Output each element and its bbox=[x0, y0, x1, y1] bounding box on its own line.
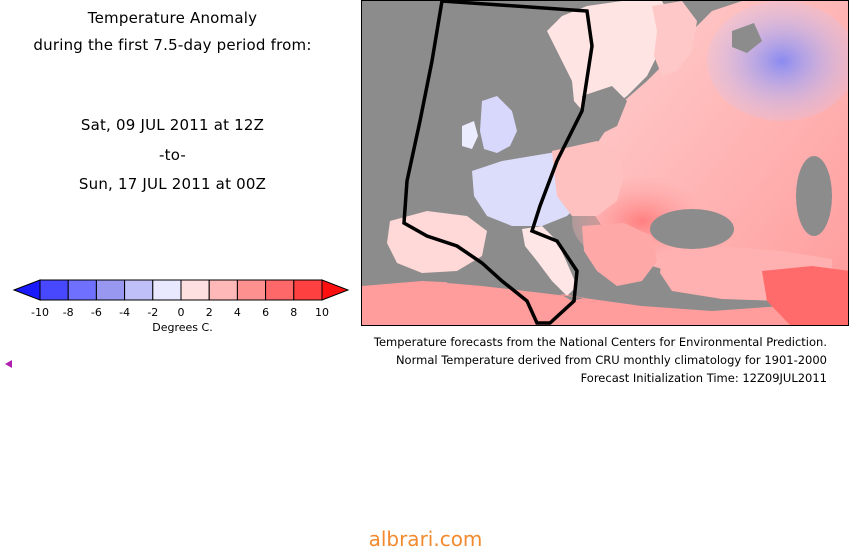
land-italy bbox=[522, 226, 577, 296]
colorbar-segment bbox=[208, 279, 238, 301]
colorbar-arrow-high bbox=[321, 279, 350, 301]
colorbar-segment bbox=[124, 279, 154, 301]
colorbar-segment bbox=[293, 279, 323, 301]
credit-line-1: Temperature forecasts from the National … bbox=[373, 335, 827, 349]
scale-tick-label: 8 bbox=[290, 306, 298, 319]
sea-adriatic bbox=[557, 233, 587, 263]
colorbar-segment bbox=[95, 279, 126, 301]
colorbar-segment bbox=[39, 279, 69, 301]
scale-tick-label: -4 bbox=[119, 306, 131, 319]
colorbar-segment bbox=[67, 279, 97, 301]
triangle-left-icon bbox=[5, 360, 12, 368]
sea-caspian bbox=[796, 156, 832, 236]
europe-map bbox=[362, 1, 848, 325]
period-start: Sat, 09 JUL 2011 at 12Z bbox=[80, 116, 265, 134]
land-iberia bbox=[387, 211, 487, 273]
watermark: albrari.com bbox=[368, 527, 483, 551]
map-title: Temperature Anomaly bbox=[87, 9, 258, 27]
scale-tick-label: 10 bbox=[315, 306, 329, 319]
scale-tick-label: -8 bbox=[62, 306, 74, 319]
unit-label: Degrees C. bbox=[152, 321, 213, 334]
credit-line-3: Forecast Initialization Time: 12Z09JUL20… bbox=[580, 371, 827, 385]
land-ireland bbox=[462, 121, 478, 149]
land-balkans bbox=[582, 223, 657, 286]
colorbar-arrow-low bbox=[12, 279, 41, 301]
land-central-europe bbox=[552, 141, 624, 216]
sea-black bbox=[650, 209, 734, 249]
scale-tick-label: -6 bbox=[90, 306, 102, 319]
color-scale-bar bbox=[12, 279, 350, 301]
scale-tick-label: 0 bbox=[177, 306, 185, 319]
period-separator: -to- bbox=[159, 146, 186, 164]
scale-tick-label: -2 bbox=[147, 306, 159, 319]
sea-mediterranean bbox=[447, 263, 662, 306]
credit-line-2: Normal Temperature derived from CRU mont… bbox=[395, 353, 827, 367]
sea-baltic bbox=[582, 86, 627, 136]
land-middle-east bbox=[762, 266, 848, 325]
scale-tick-label: 4 bbox=[233, 306, 241, 319]
land-finland bbox=[652, 1, 697, 76]
colorbar-segment bbox=[152, 279, 182, 301]
anomaly-map bbox=[361, 0, 849, 326]
scale-tick-label: 6 bbox=[262, 306, 270, 319]
scale-tick-label: -10 bbox=[31, 306, 49, 319]
colorbar-segment bbox=[236, 279, 267, 301]
colorbar-segment bbox=[180, 279, 210, 301]
period-end: Sun, 17 JUL 2011 at 00Z bbox=[78, 175, 267, 193]
sea-white bbox=[732, 23, 762, 53]
land-scandinavia bbox=[547, 1, 672, 116]
highlighted-region-outline bbox=[402, 1, 594, 325]
scale-tick-label: 2 bbox=[205, 306, 213, 319]
colorbar-segment bbox=[265, 279, 295, 301]
land-great-britain bbox=[480, 96, 517, 153]
map-subtitle: during the first 7.5-day period from: bbox=[33, 36, 312, 54]
land-north-africa bbox=[362, 281, 848, 325]
